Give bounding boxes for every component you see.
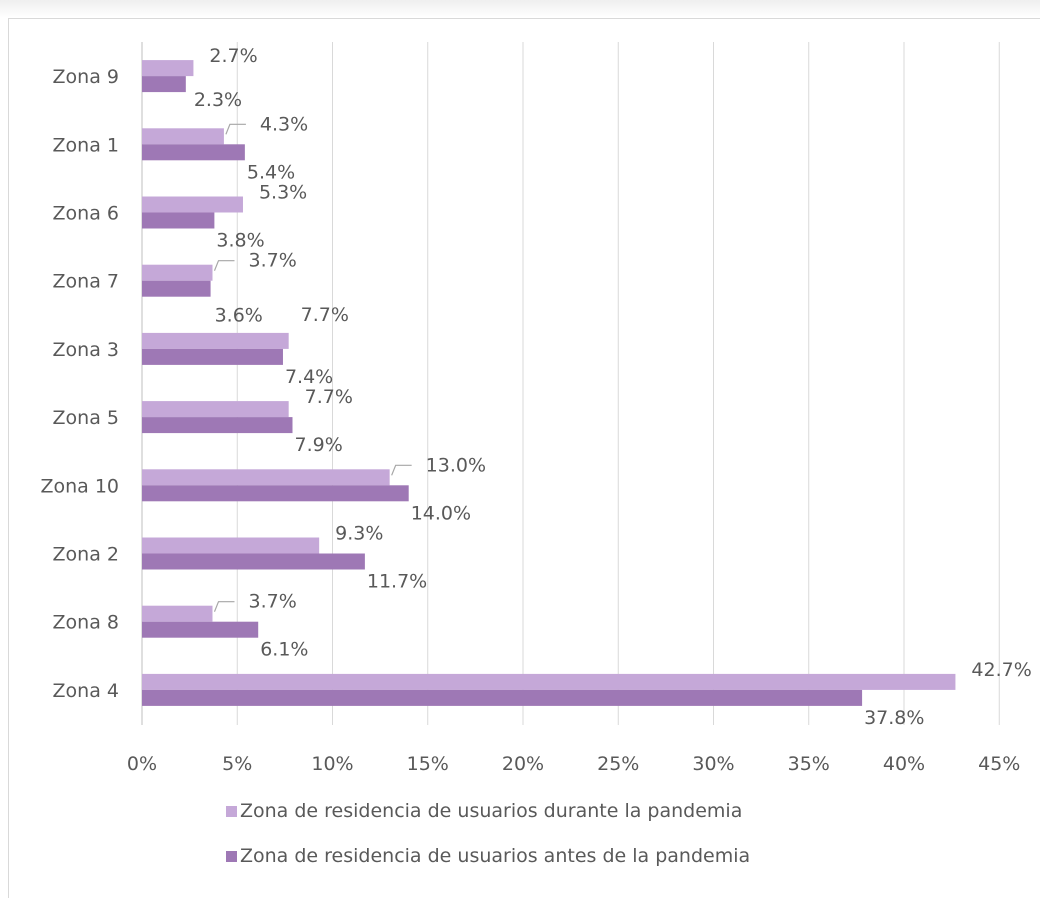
category-labels: Zona 9 Zona 1 Zona 6 Zona 7 Zona 3 Zona 5 Zona…	[40, 66, 119, 702]
data-label-before: 7.4%	[285, 366, 333, 388]
bar-before	[142, 553, 365, 570]
bar-during	[142, 196, 243, 213]
data-label-during: 7.7%	[301, 304, 349, 326]
x-tick-label: 5%	[222, 753, 252, 775]
bar-before	[142, 144, 245, 161]
data-label-before: 14.0%	[411, 502, 471, 524]
data-label-before: 5.4%	[247, 161, 295, 183]
category-label: Zona 4	[53, 680, 119, 702]
x-tick-label: 10%	[311, 753, 353, 775]
x-tick-label: 45%	[978, 753, 1020, 775]
x-tick-label: 20%	[502, 753, 544, 775]
category-label: Zona 3	[53, 339, 119, 361]
top-edge-shade	[0, 0, 1040, 18]
bar-during	[142, 537, 320, 554]
bar-before	[142, 212, 215, 229]
bar-during	[142, 332, 289, 349]
bar-before	[142, 621, 259, 638]
legend-item-before: Zona de residencia de usuarios antes de …	[226, 845, 750, 867]
leader-lines	[213, 123, 412, 612]
legend-label-before: Zona de residencia de usuarios antes de …	[240, 845, 751, 867]
category-label: Zona 6	[53, 203, 119, 225]
bar-before	[142, 280, 211, 297]
data-label-during: 9.3%	[335, 523, 383, 545]
leader-line	[225, 123, 246, 135]
x-tick-label: 25%	[597, 753, 639, 775]
leader-line	[213, 260, 235, 271]
data-label-during: 13.0%	[426, 454, 486, 476]
data-label-during: 3.7%	[248, 591, 296, 613]
legend-swatch-during	[226, 805, 237, 817]
bar-before	[142, 348, 283, 365]
data-label-before: 3.6%	[215, 305, 263, 327]
bar-before	[142, 689, 863, 706]
data-label-during: 4.3%	[260, 113, 308, 135]
x-tick-labels: 0% 5% 10% 15% 20% 25% 30% 35% 40% 45%	[127, 753, 1020, 775]
bar-before	[142, 485, 409, 502]
data-label-during: 7.7%	[305, 386, 353, 408]
x-tick-label: 15%	[407, 753, 449, 775]
bars	[142, 60, 956, 706]
x-tick-label: 30%	[692, 753, 734, 775]
bar-during	[142, 673, 956, 690]
category-label: Zona 8	[53, 612, 119, 634]
bar-during	[142, 469, 390, 486]
category-label: Zona 5	[53, 407, 119, 429]
bar-during	[142, 264, 213, 281]
bar-during	[142, 60, 194, 77]
data-label-before: 2.3%	[194, 89, 242, 111]
bar-during	[142, 605, 213, 622]
data-label-during: 42.7%	[971, 659, 1031, 681]
x-tick-label: 35%	[788, 753, 830, 775]
leader-line	[213, 601, 235, 612]
category-label: Zona 2	[53, 544, 119, 566]
category-label: Zona 9	[53, 66, 119, 88]
data-label-during: 3.7%	[248, 250, 296, 272]
x-tick-label: 40%	[883, 753, 925, 775]
data-label-before: 11.7%	[367, 571, 427, 593]
data-label-before: 7.9%	[294, 434, 342, 456]
category-label: Zona 7	[53, 271, 119, 293]
leader-line	[391, 464, 412, 476]
legend-label-during: Zona de residencia de usuarios durante l…	[240, 800, 743, 822]
bar-during	[142, 128, 224, 145]
legend-item-during: Zona de residencia de usuarios durante l…	[226, 800, 742, 822]
data-label-during: 5.3%	[259, 182, 307, 204]
data-label-during: 2.7%	[209, 45, 257, 67]
gridlines	[141, 42, 1000, 725]
data-label-before: 3.8%	[216, 230, 264, 252]
category-label: Zona 10	[40, 475, 119, 497]
data-labels: 2.7%2.3%4.3%5.4%5.3%3.8%3.7%3.6% 7.7%7.4%…	[194, 45, 1032, 729]
bar-before	[142, 417, 293, 434]
x-tick-label: 0%	[127, 753, 157, 775]
chart-frame	[8, 18, 1040, 898]
data-label-before: 37.8%	[864, 707, 924, 729]
bar-before	[142, 76, 186, 93]
legend-swatch-before	[226, 850, 237, 862]
category-label: Zona 1	[53, 134, 119, 156]
data-label-before: 6.1%	[260, 639, 308, 661]
bar-during	[142, 401, 289, 418]
